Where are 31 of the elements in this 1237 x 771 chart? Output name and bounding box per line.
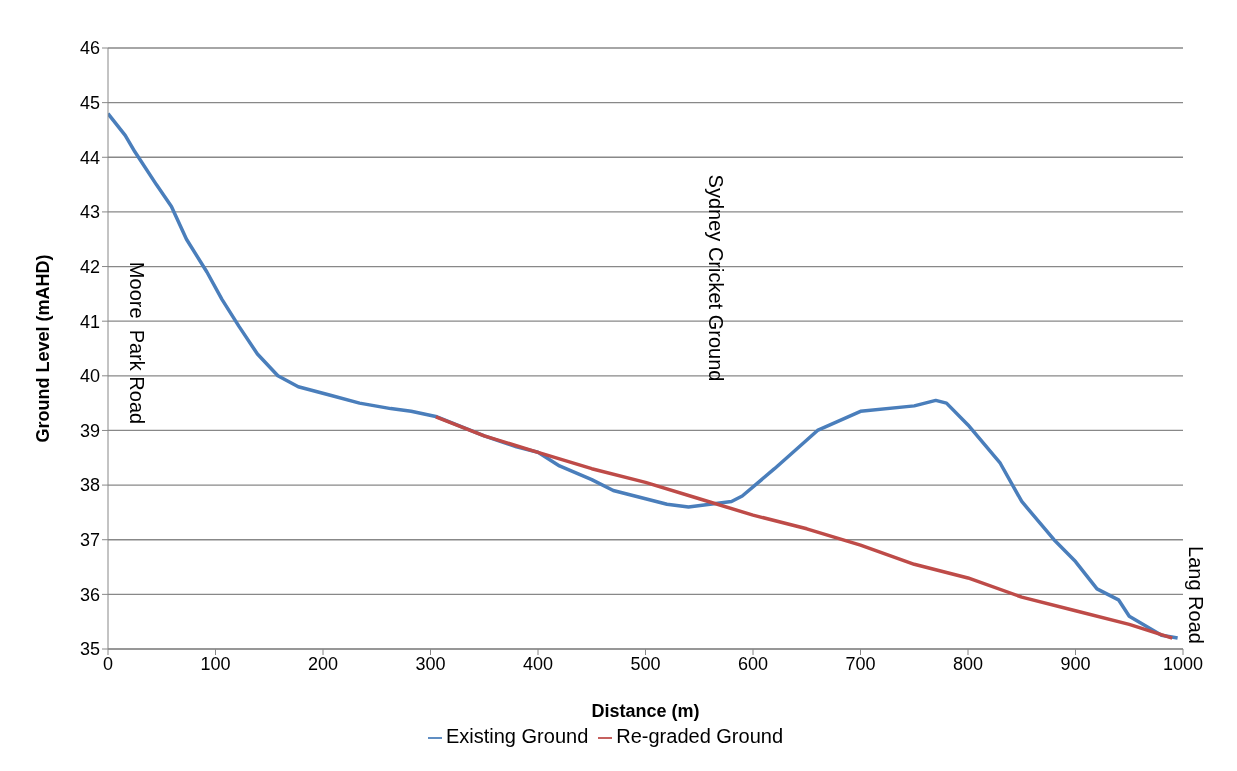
y-tick-label: 46	[79, 38, 100, 59]
x-tick-label: 300	[415, 653, 446, 674]
x-tick-label: 400	[522, 653, 554, 674]
x-axis-title: Distance (m)	[591, 701, 700, 721]
y-tick-label: 43	[79, 202, 100, 223]
y-axis-title: Ground Level (mAHD)	[33, 254, 54, 443]
y-tick-label: 38	[79, 475, 100, 496]
y-tick-label: 36	[79, 584, 100, 605]
y-tick-label: 42	[79, 256, 100, 277]
y-tick-label: 45	[79, 93, 100, 114]
x-tick-label: 100	[200, 653, 231, 674]
y-tick-label: 41	[79, 311, 100, 332]
x-tick-label: 600	[737, 653, 769, 674]
annotation: Sydney Cricket Ground	[703, 174, 727, 382]
text: Lang Road	[1183, 546, 1207, 644]
y-tick-label: 35	[79, 639, 100, 660]
y-tick-label: 44	[79, 147, 100, 168]
x-tick-label: 900	[1060, 653, 1091, 674]
x-tick-label: 700	[845, 653, 876, 674]
y-tick-label: 37	[79, 530, 100, 551]
y-tick-label: 39	[79, 420, 100, 441]
x-tick-label: 500	[630, 653, 661, 674]
x-tick-label: 800	[952, 653, 984, 674]
x-tick-label: 200	[307, 653, 339, 674]
x-tick-label: 1000	[1162, 653, 1204, 674]
line-series	[434, 415, 1174, 640]
x-tick-label: 0	[102, 653, 114, 674]
legend-label: Re-graded Ground	[616, 725, 784, 747]
annotation: Moore Park Road	[124, 261, 148, 425]
legend-label: Existing Ground	[445, 725, 589, 747]
y-tick-label: 40	[79, 366, 100, 387]
